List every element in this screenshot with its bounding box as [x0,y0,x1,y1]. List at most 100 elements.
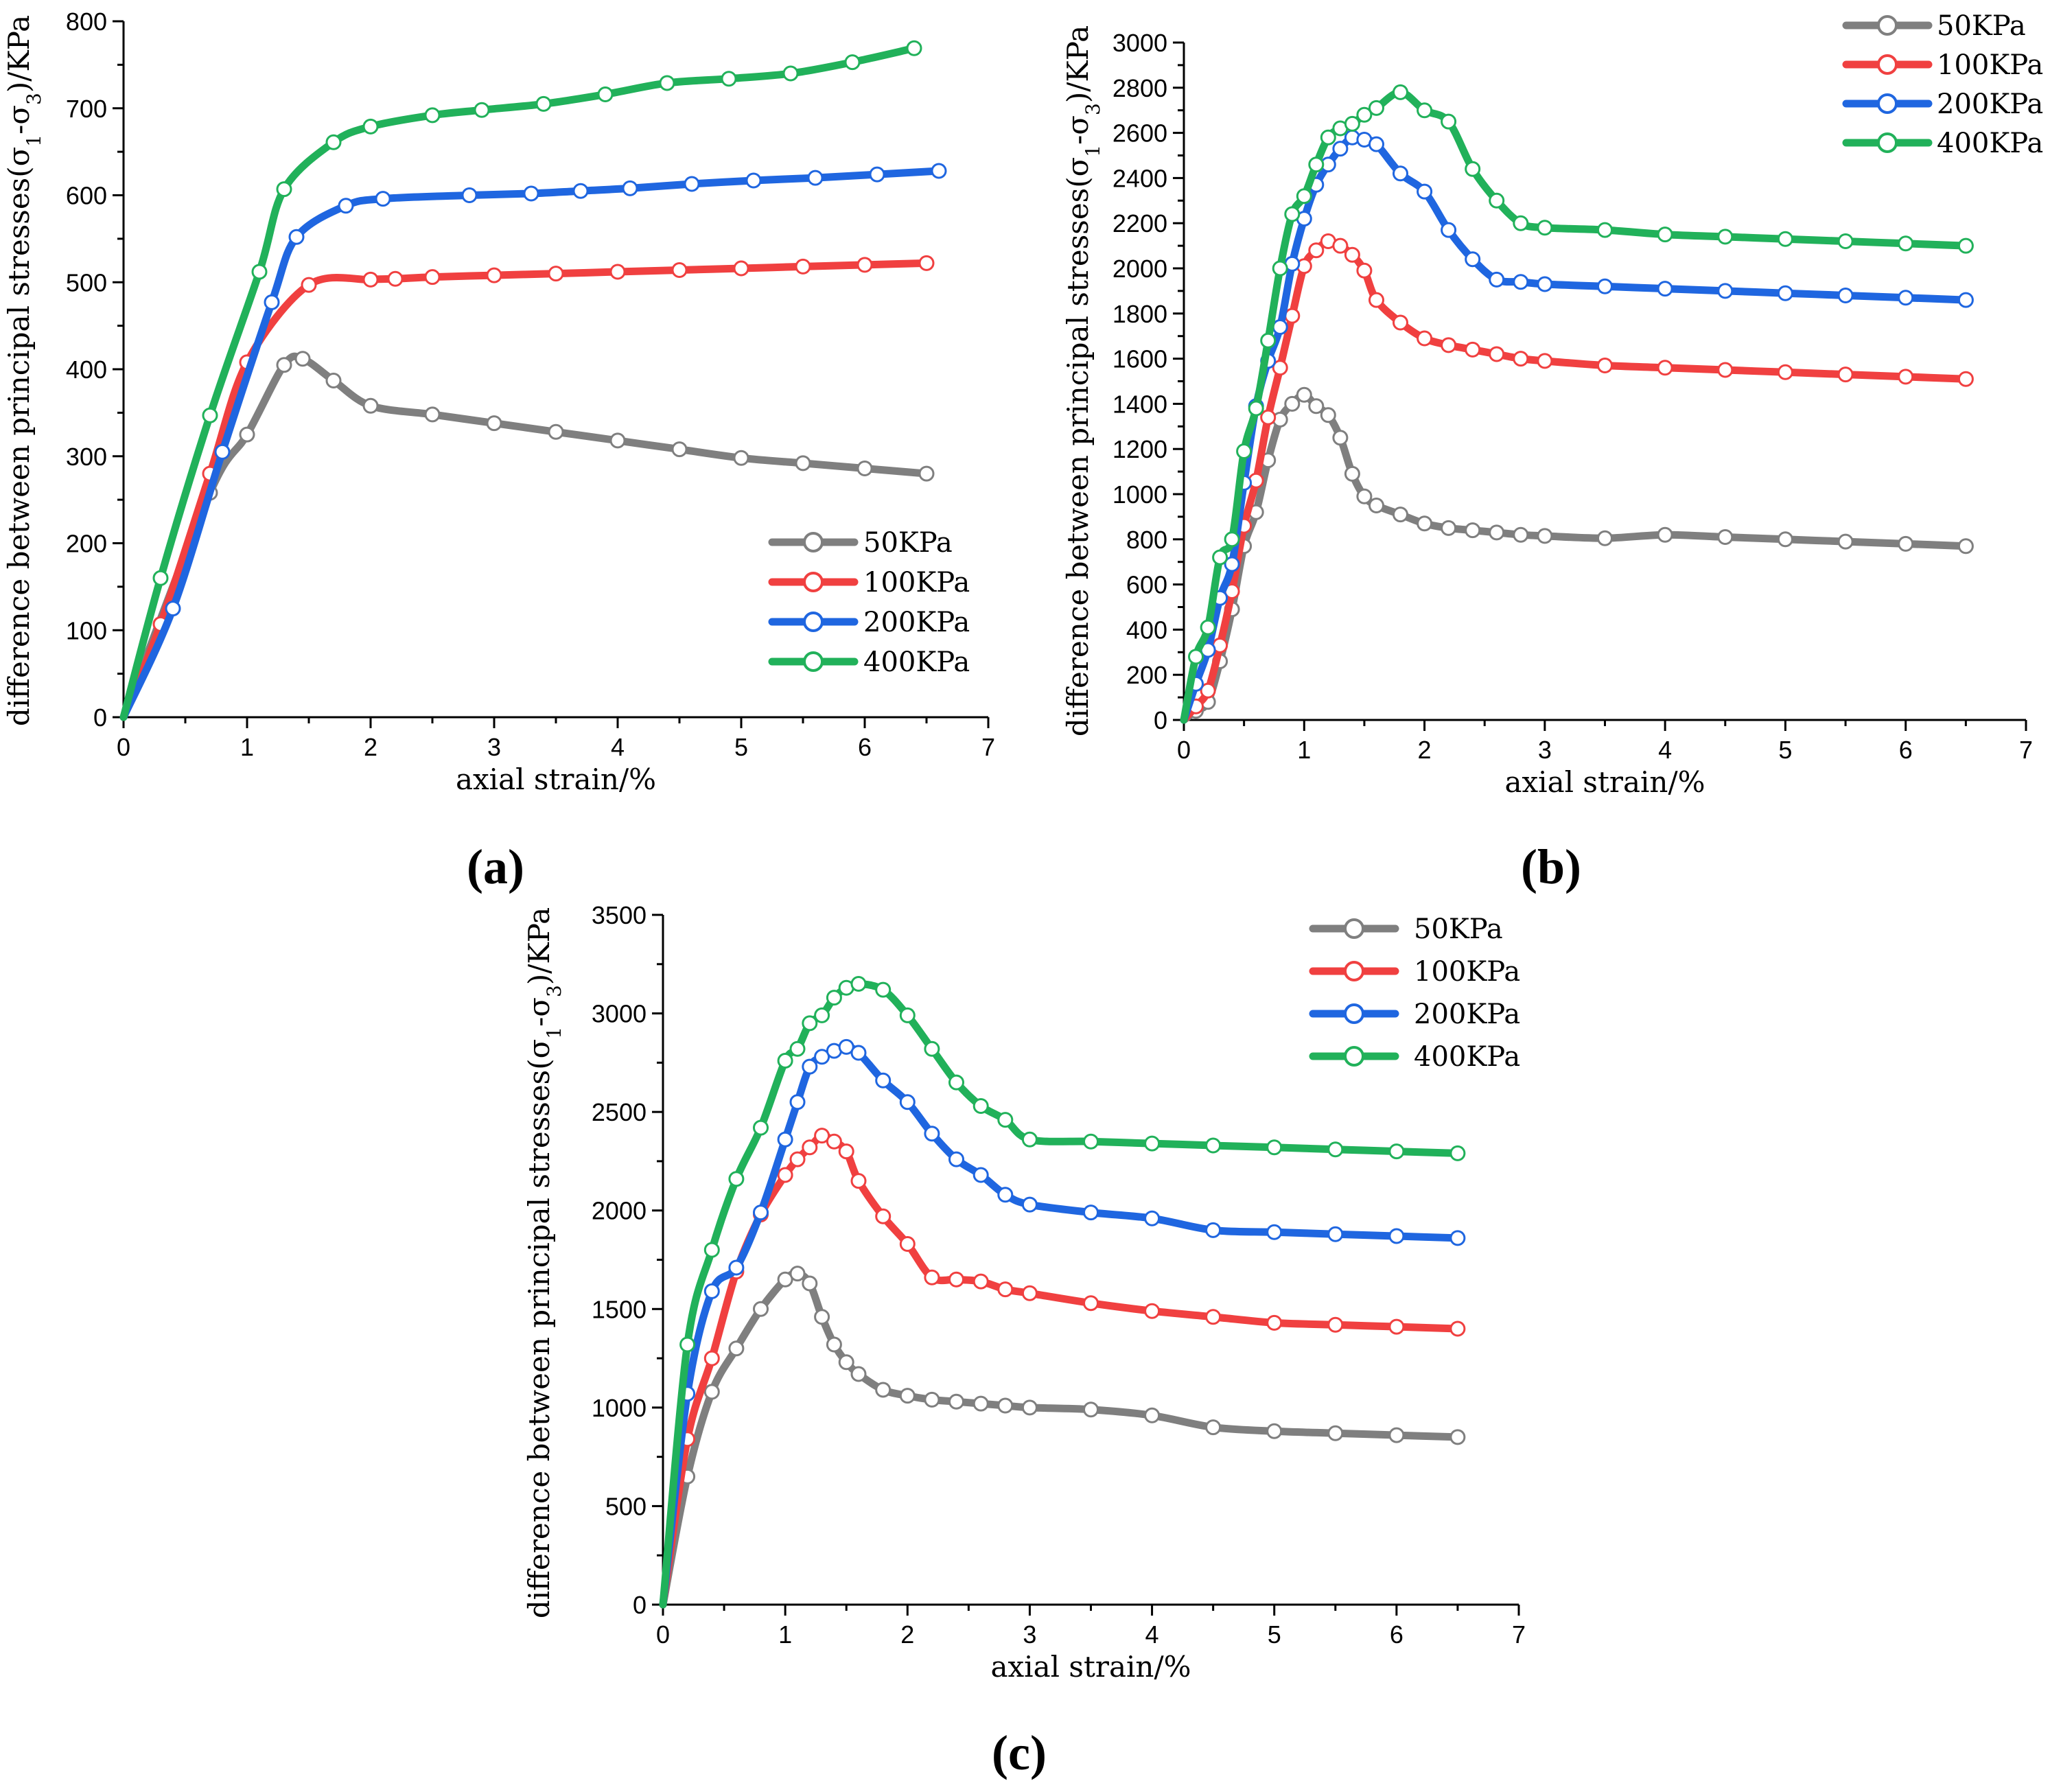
data-point [264,294,280,310]
data-point [1388,1427,1405,1443]
data-point [1144,1135,1161,1152]
legend-entry: 400KPa [1309,1041,1520,1073]
data-point [1417,102,1433,119]
data-point [1356,262,1373,279]
data-point [1837,533,1854,550]
y-tick-label: 2000 [592,1197,647,1225]
data-point [802,1139,818,1156]
data-point [777,1053,793,1069]
x-tick-label: 5 [734,733,748,761]
series-200KPa [119,163,947,721]
data-point [703,1384,720,1400]
data-point [1200,682,1216,699]
data-point [1513,274,1529,290]
data-point [325,373,342,388]
data-point [838,1038,854,1055]
data-point [1296,386,1312,403]
y-axis-label: difference between principal stresses(σ1… [1061,25,1104,736]
data-point [753,1301,769,1317]
data-point [1393,507,1408,523]
data-point [875,1072,892,1089]
data-point [1449,1145,1466,1161]
legend-label: 200KPa [1414,999,1520,1030]
data-point [1284,206,1301,222]
data-point [777,1271,793,1288]
y-tick-label: 1800 [1113,300,1167,328]
data-point [1260,332,1277,349]
data-point [1388,1228,1405,1244]
x-axis-label: axial strain/% [456,763,656,796]
series-200KPa [1180,129,1974,724]
data-point [1717,229,1734,245]
data-point [814,1007,830,1023]
data-point [753,1205,769,1221]
data-point [1083,1133,1099,1150]
data-point [1224,556,1240,572]
data-point [609,432,626,449]
data-point [1266,1139,1283,1156]
data-point [1236,443,1253,459]
legend-label: 200KPa [1937,89,2043,120]
x-tick-label: 4 [611,733,625,761]
y-tick-label: 400 [1126,616,1167,644]
data-point [1417,330,1433,347]
data-point [972,1395,989,1412]
data-point [1200,619,1216,636]
y-tick-label: 1200 [1113,435,1167,463]
data-point [214,443,231,460]
data-point [1144,1210,1161,1226]
data-point [1441,222,1457,238]
x-tick-label: 4 [1145,1620,1159,1649]
y-tick-label: 1500 [592,1295,647,1323]
legend-marker [1877,132,1898,153]
legend-marker [1344,918,1364,939]
data-point [1898,290,1914,306]
data-point [721,71,737,87]
data-point [679,1336,696,1353]
data-point [301,277,317,293]
data-point [1332,141,1349,157]
data-point [1657,360,1673,376]
y-axis-label-s3: 3 [23,93,45,105]
x-tick-label: 3 [487,733,501,761]
legend-label: 100KPa [863,567,970,598]
data-point [1465,251,1481,268]
y-tick-label: 1000 [592,1394,647,1422]
data-point [1308,398,1325,415]
series-400KPa [1180,84,1974,724]
legend-entry: 50KPa [1309,914,1503,945]
x-tick-label: 6 [858,733,872,761]
y-tick-label: 800 [1126,526,1167,554]
data-point [424,269,441,286]
legend-label: 50KPa [1937,10,2026,42]
y-axis-label-pre: difference between principal stresses(σ [2,147,36,726]
data-point [899,1007,916,1023]
data-point [1393,84,1408,100]
data-point [1513,215,1529,231]
data-point [997,1187,1014,1203]
data-point [1597,222,1613,238]
data-point [814,1128,830,1144]
data-point [1465,522,1481,539]
data-point [1327,1425,1344,1441]
data-point [795,258,811,275]
data-point [1368,136,1384,152]
data-point [782,65,799,82]
y-tick-label: 3000 [592,1000,647,1028]
data-point [972,1167,989,1183]
y-tick-label: 500 [605,1492,647,1520]
data-point [609,264,626,280]
series-400KPa [659,976,1466,1609]
data-point [474,102,490,118]
data-point [1441,337,1457,353]
data-point [1657,526,1673,543]
data-point [387,270,404,287]
y-tick-label: 1400 [1113,390,1167,418]
data-point [276,357,292,373]
data-point [997,1112,1014,1128]
data-point [789,1094,806,1110]
chart-panel-2: 0 1 2 3 4 5 6 7 0 200 400 600 800 1000 1200 1400 1600 180… [1061,10,2043,894]
y-tick-label: 2000 [1113,255,1167,283]
data-point [924,1391,940,1408]
data-point [918,255,935,271]
